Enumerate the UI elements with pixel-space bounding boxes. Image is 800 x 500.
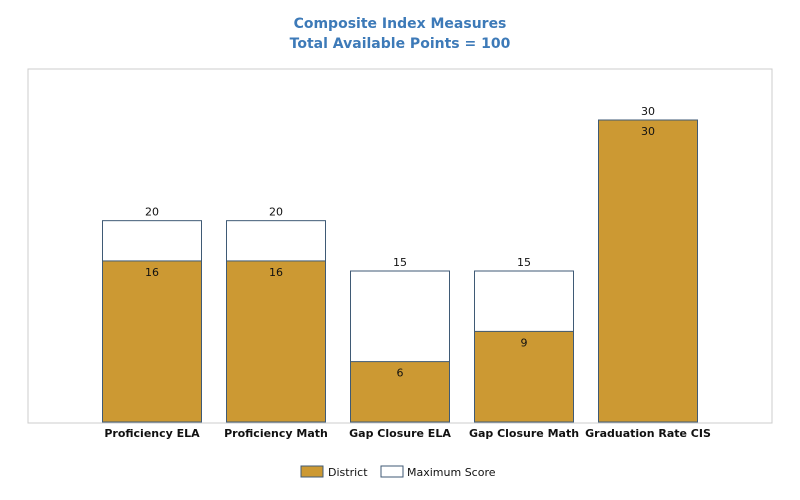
bar-district — [102, 260, 202, 423]
label-district: 9 — [521, 336, 528, 349]
bar-district — [226, 260, 326, 423]
chart-title: Composite Index Measures — [293, 16, 507, 32]
legend-swatch — [300, 465, 324, 478]
label-maximum-score: 20 — [269, 206, 283, 219]
bar-district — [350, 361, 450, 423]
chart-subtitle: Total Available Points = 100 — [289, 36, 511, 52]
label-maximum-score: 20 — [145, 206, 159, 219]
label-district: 16 — [145, 266, 159, 279]
category-label: Proficiency ELA — [104, 427, 200, 440]
bar-district — [598, 119, 698, 423]
legend-swatch — [380, 465, 404, 478]
label-district: 6 — [397, 367, 404, 380]
label-maximum-score: 30 — [641, 105, 655, 118]
bars-group: 20 16 Proficiency ELA 20 16 Proficiency Math 1… — [102, 105, 711, 440]
label-maximum-score: 15 — [393, 256, 407, 269]
label-maximum-score: 15 — [517, 256, 531, 269]
legend: District Maximum Score — [300, 465, 496, 479]
label-district: 16 — [269, 266, 283, 279]
label-district: 30 — [641, 125, 655, 138]
category-label: Graduation Rate CIS — [585, 427, 711, 440]
bar-district — [474, 330, 574, 423]
legend-label: District — [328, 466, 368, 479]
category-label: Proficiency Math — [224, 427, 328, 440]
category-label: Gap Closure ELA — [349, 427, 451, 440]
legend-label: Maximum Score — [407, 466, 496, 479]
category-label: Gap Closure Math — [469, 427, 579, 440]
